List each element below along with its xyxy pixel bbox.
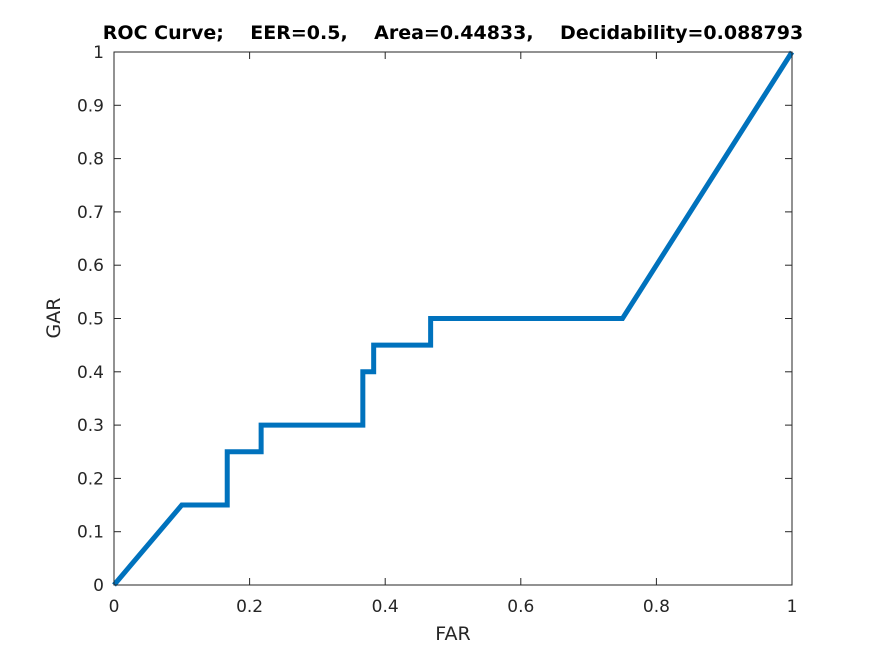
y-tick-label: 0 [93, 576, 104, 596]
y-tick-label: 0.3 [77, 416, 104, 436]
y-tick-label: 0.4 [77, 363, 104, 383]
y-tick-label: 0.5 [77, 310, 104, 330]
y-tick-label: 0.7 [77, 203, 104, 223]
x-tick-label: 0.2 [236, 597, 263, 617]
x-axis-label: FAR [435, 623, 470, 645]
y-tick-label: 0.2 [77, 469, 104, 489]
x-tick-label: 0.6 [507, 597, 534, 617]
y-tick-label: 0.8 [77, 150, 104, 170]
x-tick-label: 0.8 [643, 597, 670, 617]
y-tick-label: 1 [93, 43, 104, 63]
y-tick-label: 0.6 [77, 256, 104, 276]
roc-curve-line [112, 50, 795, 587]
series-layer [112, 50, 795, 587]
y-tick-label: 0.9 [77, 96, 104, 116]
x-tick-label: 0 [109, 597, 120, 617]
y-tick-label: 0.1 [77, 523, 104, 543]
x-tick-label: 1 [787, 597, 798, 617]
chart-title: ROC Curve; EER=0.5, Area=0.44833, Decida… [103, 22, 803, 44]
y-axis-label: GAR [43, 298, 65, 339]
tick-layer: 0 0.2 0.4 0.6 0.8 1 0 0.1 0.2 0.3 0.4 0.5 0.6 0.7 0.8 0… [77, 43, 797, 617]
x-tick-label: 0.4 [372, 597, 399, 617]
